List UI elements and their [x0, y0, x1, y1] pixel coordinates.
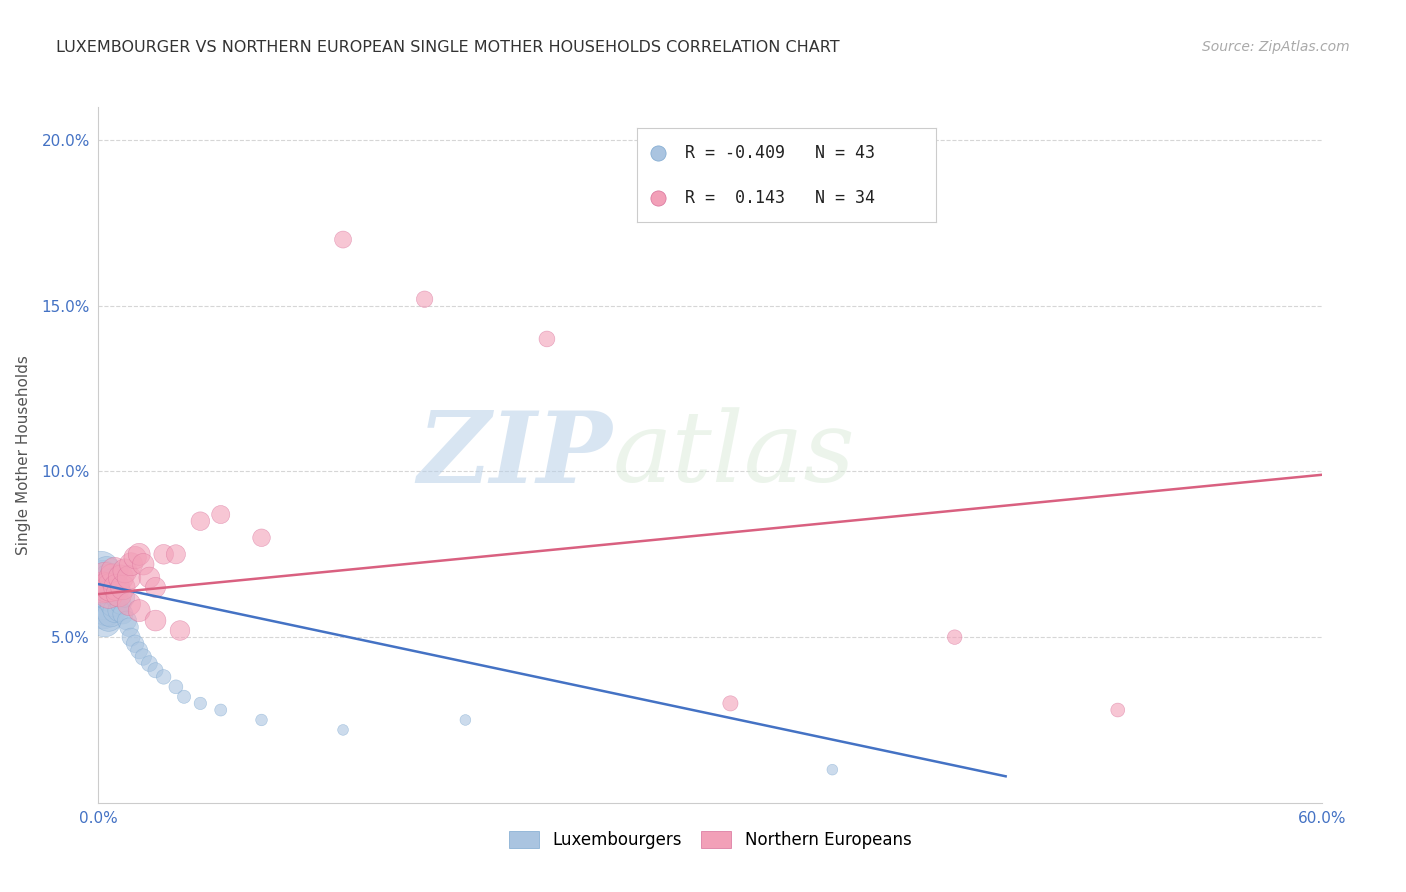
Point	[108, 587, 131, 601]
Point	[152, 670, 174, 684]
Legend: Luxembourgers, Northern Europeans: Luxembourgers, Northern Europeans	[501, 822, 920, 857]
Point	[96, 564, 118, 578]
Point	[93, 577, 115, 591]
Point	[943, 630, 966, 644]
Point	[115, 614, 138, 628]
Point	[114, 564, 136, 578]
Point	[120, 630, 142, 644]
Y-axis label: Single Mother Households: Single Mother Households	[15, 355, 31, 555]
Point	[114, 591, 136, 605]
Point	[111, 581, 134, 595]
Point	[454, 713, 477, 727]
Point	[120, 558, 142, 572]
Point	[110, 597, 132, 611]
Point	[91, 581, 114, 595]
Point	[718, 697, 742, 711]
Point	[104, 581, 127, 595]
Point	[209, 508, 232, 522]
Point	[145, 581, 167, 595]
Text: atlas: atlas	[612, 408, 855, 502]
Point	[128, 643, 150, 657]
Point	[124, 550, 146, 565]
Point	[108, 581, 131, 595]
Point	[124, 637, 146, 651]
Point	[105, 591, 128, 605]
Point	[132, 650, 155, 665]
Point	[97, 570, 120, 584]
Point	[110, 570, 132, 584]
Point	[1107, 703, 1129, 717]
Point	[165, 547, 187, 561]
Point	[108, 604, 131, 618]
Point	[89, 581, 111, 595]
Point	[91, 604, 114, 618]
Point	[821, 763, 844, 777]
Point	[101, 574, 124, 588]
Point	[138, 570, 160, 584]
Text: LUXEMBOURGER VS NORTHERN EUROPEAN SINGLE MOTHER HOUSEHOLDS CORRELATION CHART: LUXEMBOURGER VS NORTHERN EUROPEAN SINGLE…	[56, 40, 839, 55]
Point	[209, 703, 232, 717]
Point	[97, 591, 120, 605]
Point	[250, 531, 273, 545]
Point	[100, 581, 122, 595]
Point	[104, 604, 127, 618]
Point	[91, 591, 114, 605]
Point	[152, 547, 174, 561]
Point	[100, 607, 122, 621]
Point	[93, 570, 115, 584]
Point	[93, 614, 115, 628]
Point	[101, 597, 124, 611]
Point	[128, 547, 150, 561]
Point	[96, 604, 118, 618]
Point	[169, 624, 191, 638]
Point	[332, 723, 354, 737]
Point	[128, 604, 150, 618]
Point	[97, 610, 120, 624]
Point	[250, 713, 273, 727]
Point	[145, 614, 167, 628]
Point	[118, 570, 141, 584]
Point	[413, 292, 436, 306]
Point	[101, 570, 124, 584]
Point	[93, 597, 115, 611]
Point	[118, 597, 141, 611]
Point	[100, 583, 122, 598]
Point	[145, 663, 167, 677]
Point	[188, 697, 212, 711]
Point	[96, 587, 118, 601]
Point	[138, 657, 160, 671]
Point	[188, 514, 212, 528]
Point	[105, 581, 128, 595]
Point	[536, 332, 558, 346]
Point	[132, 558, 155, 572]
Text: ZIP: ZIP	[418, 407, 612, 503]
Point	[165, 680, 187, 694]
Point	[91, 570, 114, 584]
Point	[173, 690, 195, 704]
Point	[332, 233, 354, 247]
Point	[104, 564, 127, 578]
Text: Source: ZipAtlas.com: Source: ZipAtlas.com	[1202, 40, 1350, 54]
Point	[97, 587, 120, 601]
Point	[118, 620, 141, 634]
Point	[111, 607, 134, 621]
Point	[89, 564, 111, 578]
Point	[96, 581, 118, 595]
